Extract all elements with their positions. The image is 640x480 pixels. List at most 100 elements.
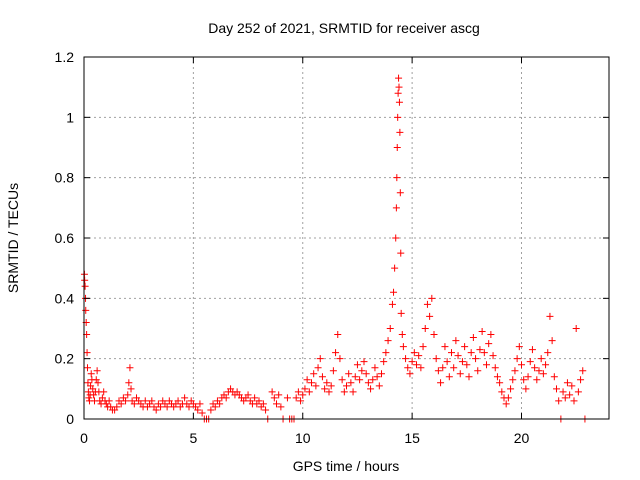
- data-point: [356, 376, 364, 384]
- data-point: [395, 83, 403, 91]
- data-point: [390, 288, 398, 296]
- data-point: [502, 400, 510, 408]
- data-point: [509, 376, 517, 384]
- data-point: [83, 349, 91, 357]
- data-point: [458, 358, 466, 366]
- data-point: [94, 379, 102, 387]
- data-point: [358, 367, 366, 375]
- data-point: [456, 370, 464, 378]
- data-point: [299, 391, 307, 399]
- data-point: [487, 331, 495, 339]
- data-point: [511, 367, 519, 375]
- data-point: [312, 382, 320, 390]
- data-point: [533, 376, 541, 384]
- data-point: [345, 370, 353, 378]
- data-point: [360, 358, 368, 366]
- x-tick-label: 0: [80, 430, 88, 446]
- data-point: [450, 364, 458, 372]
- data-point: [255, 397, 263, 405]
- data-point: [353, 361, 361, 369]
- data-point: [251, 394, 259, 402]
- data-point: [522, 385, 530, 393]
- data-point: [301, 385, 309, 393]
- data-point: [194, 406, 202, 414]
- data-point: [207, 406, 215, 414]
- data-point: [393, 144, 401, 151]
- data-point: [485, 340, 493, 348]
- data-point: [93, 367, 101, 375]
- data-point: [439, 364, 447, 372]
- data-point: [378, 370, 385, 378]
- data-point: [395, 98, 403, 106]
- x-tick-label: 10: [295, 430, 311, 446]
- y-tick-label: 1: [66, 109, 74, 125]
- data-point: [544, 349, 552, 357]
- data-point: [428, 294, 436, 302]
- data-point: [566, 391, 574, 399]
- data-point: [528, 346, 536, 354]
- data-point: [270, 394, 278, 402]
- data-point: [283, 394, 291, 402]
- data-point: [392, 204, 400, 212]
- data-point: [550, 373, 558, 381]
- data-point: [152, 406, 160, 414]
- data-point: [394, 113, 402, 121]
- data-point: [518, 361, 525, 369]
- data-point: [417, 364, 425, 372]
- data-point: [127, 385, 135, 393]
- data-point: [531, 364, 539, 372]
- data-point: [92, 376, 100, 384]
- data-point: [548, 337, 556, 345]
- x-axis: 0 5 10 15 20: [80, 57, 529, 446]
- data-point: [310, 370, 318, 378]
- data-marks: [80, 74, 589, 423]
- data-point: [181, 394, 189, 402]
- data-point: [347, 379, 355, 387]
- data-point: [338, 376, 346, 384]
- data-point: [504, 394, 512, 402]
- data-point: [259, 400, 267, 408]
- data-point: [84, 364, 91, 372]
- data-point: [404, 364, 412, 372]
- data-point: [395, 74, 403, 82]
- data-point: [579, 367, 587, 375]
- data-point: [211, 403, 219, 411]
- y-tick-label: 0: [66, 411, 74, 427]
- data-point: [491, 364, 499, 372]
- data-point: [406, 370, 414, 378]
- data-point: [419, 343, 427, 351]
- data-point: [423, 300, 431, 308]
- data-point: [174, 397, 182, 405]
- data-point: [327, 382, 335, 390]
- data-point: [222, 394, 230, 402]
- data-point: [577, 376, 585, 384]
- data-point: [163, 403, 171, 411]
- data-point: [130, 400, 138, 408]
- grid: [84, 57, 609, 419]
- data-point: [465, 373, 473, 381]
- data-point: [87, 370, 95, 378]
- data-point: [297, 397, 305, 405]
- data-point: [469, 334, 477, 342]
- data-point: [244, 391, 252, 399]
- data-point: [332, 349, 340, 357]
- data-point: [478, 328, 486, 336]
- data-point: [100, 388, 108, 396]
- data-point: [84, 388, 92, 396]
- data-point: [126, 364, 134, 372]
- data-point: [124, 391, 132, 399]
- data-point: [334, 331, 342, 339]
- data-point: [362, 370, 370, 378]
- y-tick-label: 0.6: [55, 230, 75, 246]
- data-point: [434, 367, 442, 375]
- data-point: [117, 400, 125, 408]
- data-point: [323, 379, 331, 387]
- data-point: [421, 325, 429, 332]
- data-point: [546, 312, 554, 320]
- data-point: [496, 379, 504, 387]
- data-point: [273, 400, 280, 408]
- data-point: [113, 403, 121, 411]
- data-point: [277, 403, 285, 411]
- data-point: [408, 358, 416, 366]
